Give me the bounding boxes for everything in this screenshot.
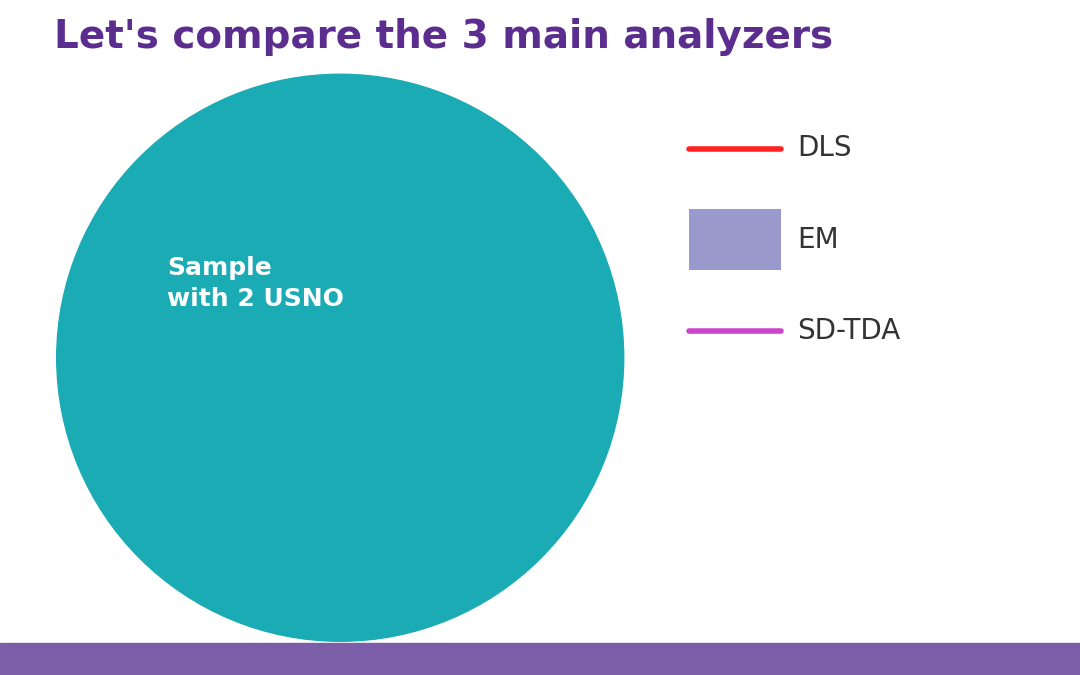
Text: EM: EM <box>797 225 839 254</box>
Bar <box>0 643 1080 675</box>
Bar <box>689 209 781 270</box>
Text: Sample
with 2 USNO: Sample with 2 USNO <box>167 256 345 311</box>
Text: SD-TDA: SD-TDA <box>797 317 901 345</box>
Circle shape <box>56 74 624 641</box>
Text: DLS: DLS <box>797 134 851 163</box>
Text: Let's compare the 3 main analyzers: Let's compare the 3 main analyzers <box>54 18 833 56</box>
